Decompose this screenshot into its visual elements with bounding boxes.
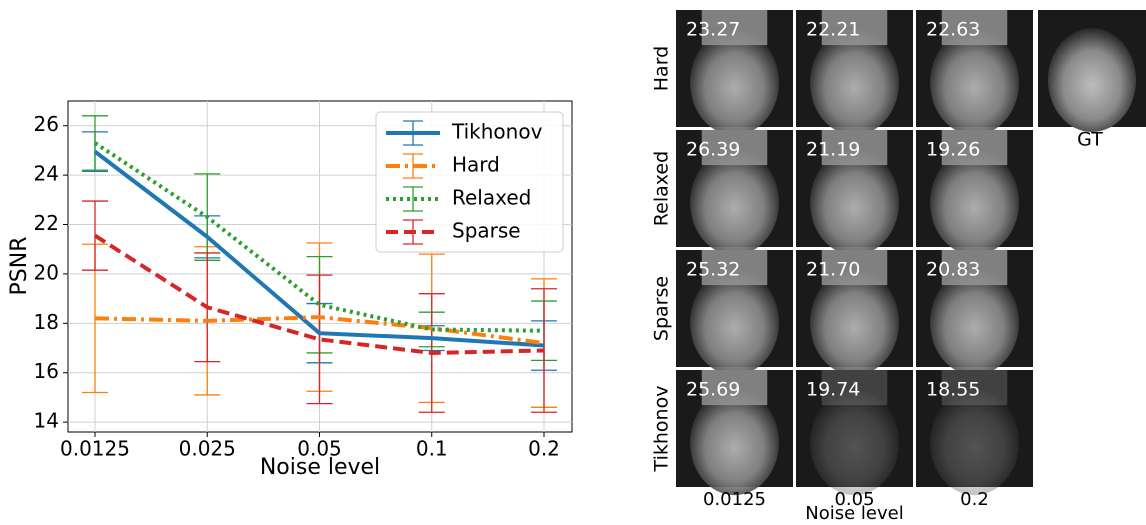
x-tick-label: 0.1 [416, 437, 448, 461]
image-content [821, 130, 888, 166]
image-content [690, 389, 779, 496]
image-content [810, 269, 899, 376]
y-tick-label: 20 [34, 260, 59, 284]
psnr-label: 20.83 [926, 259, 980, 281]
image-content [701, 370, 768, 406]
psnr-label: 19.74 [806, 379, 860, 401]
y-tick-label: 22 [34, 211, 59, 235]
legend: Tikhonov Hard Relaxed Sparse [375, 111, 564, 253]
psnr-label: 19.26 [926, 139, 980, 161]
image-content [941, 250, 1008, 286]
y-tick-label: 14 [34, 409, 59, 433]
gt-image [1038, 10, 1146, 132]
image-content [690, 269, 779, 376]
image-content [930, 149, 1019, 256]
x-tick-label: 0.2 [528, 437, 560, 461]
image-cell: 19.74 [796, 370, 913, 496]
row-label: Tikhonov [651, 386, 673, 473]
image-content [810, 149, 899, 256]
psnr-label: 26.39 [686, 139, 740, 161]
error-bar [306, 274, 333, 405]
image-cell: 25.32 [676, 250, 793, 376]
col-label: 0.2 [960, 489, 989, 510]
psnr-label: 25.69 [686, 379, 740, 401]
image-content [941, 10, 1008, 46]
y-tick-label: 26 [34, 112, 59, 136]
row-label: Hard [651, 46, 673, 91]
image-content [701, 250, 768, 286]
image-content [941, 130, 1008, 166]
image-content [1048, 28, 1136, 132]
image-content [930, 29, 1019, 136]
series-line [93, 141, 545, 333]
image-cell: 25.69 [676, 370, 793, 496]
psnr-label: 21.19 [806, 139, 860, 161]
image-cell: 21.70 [796, 250, 913, 376]
series-line [93, 150, 545, 348]
psnr-label: 18.55 [926, 379, 980, 401]
image-cell: 18.55 [916, 370, 1033, 496]
x-tick-label: 0.05 [297, 437, 342, 461]
gt-label: GT [1077, 129, 1103, 151]
psnr-label: 21.70 [806, 259, 860, 281]
row-label: Relaxed [651, 151, 673, 226]
series-line [94, 315, 545, 346]
image-content [690, 149, 779, 256]
col-label: 0.05 [834, 489, 874, 510]
image-content [821, 370, 888, 406]
image-content [701, 10, 768, 46]
psnr-label: 22.21 [806, 19, 860, 41]
image-content [701, 130, 768, 166]
col-label: 0.0125 [703, 489, 766, 510]
x-axis-label: Noise level [260, 455, 380, 480]
y-tick-label: 16 [34, 359, 59, 383]
image-content [941, 370, 1008, 406]
legend-label: Relaxed [452, 186, 531, 210]
image-content [930, 269, 1019, 376]
series-line [93, 233, 545, 355]
psnr-label: 23.27 [686, 19, 740, 41]
psnr-label: 25.32 [686, 259, 740, 281]
y-axis-label: PSNR [7, 237, 32, 296]
y-tick-label: 24 [34, 162, 59, 186]
image-cell: 26.39 [676, 130, 793, 256]
image-cell: 22.21 [796, 10, 913, 136]
image-content [690, 29, 779, 136]
x-tick-label: 0.0125 [60, 437, 130, 461]
legend-label: Sparse [452, 219, 521, 243]
legend-label: Hard [452, 153, 500, 177]
image-cell: 20.83 [916, 250, 1033, 376]
image-content [821, 10, 888, 46]
image-content [930, 389, 1019, 496]
image-cell: 22.63 [916, 10, 1033, 136]
grid-x-label: Noise level [805, 503, 903, 521]
y-tick-label: 18 [34, 310, 59, 334]
legend-label: Tikhonov [451, 120, 543, 144]
image-cell: 19.26 [916, 130, 1033, 256]
legend-frame [375, 111, 564, 253]
x-tick-label: 0.025 [179, 437, 236, 461]
image-content [810, 389, 899, 496]
image-cell: 23.27 [676, 10, 793, 136]
image-content [810, 29, 899, 136]
image-cell: 21.19 [796, 130, 913, 256]
psnr-label: 22.63 [926, 19, 980, 41]
image-content [821, 250, 888, 286]
row-label: Sparse [651, 276, 673, 341]
